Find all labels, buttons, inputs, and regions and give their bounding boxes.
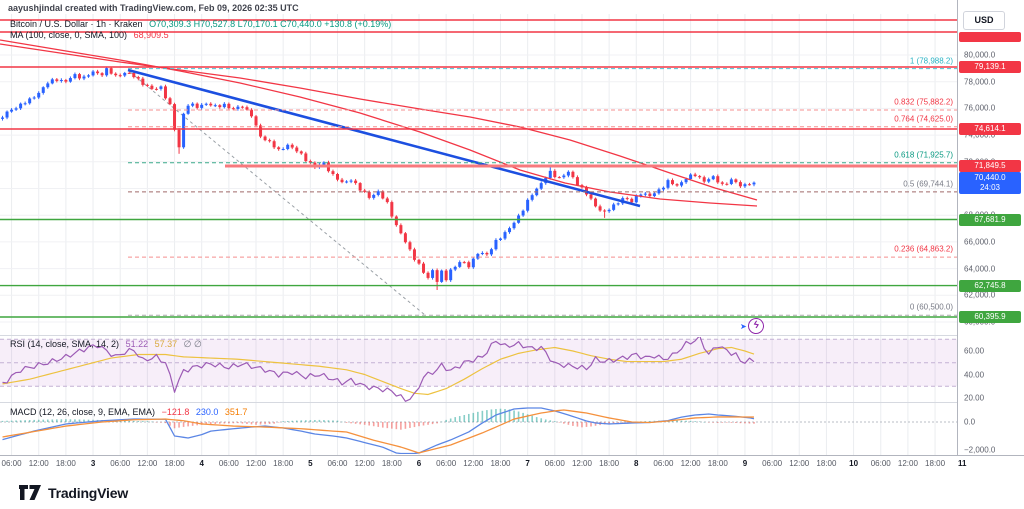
macd-signal-value: 351.7 (224, 407, 248, 417)
time-label: 06:00 (110, 459, 131, 468)
price-tag: 71,849.5 (959, 160, 1021, 172)
axis-label: 78,000.0 (964, 77, 996, 87)
time-label: 12:00 (463, 459, 484, 468)
time-label: 06:00 (218, 459, 239, 468)
macd-line-value: 230.0 (195, 407, 219, 417)
axis-label: 80,000.0 (964, 50, 996, 60)
price-tag: 70,440.0 24:03 (959, 172, 1021, 194)
macd-legend[interactable]: MACD (12, 26, close, 9, EMA, EMA) −121.8… (10, 407, 247, 417)
ma-title: MA (100, close, 0, SMA, 100) (10, 30, 128, 40)
time-label-day: 6 (416, 459, 422, 468)
fib-level-label: 0.236 (64,863.2) (894, 244, 953, 254)
fib-level-label: 0 (60,500.0) (909, 302, 953, 312)
time-label: 18:00 (816, 459, 837, 468)
fib-level-label: 1 (78,988.2) (909, 56, 953, 66)
fib-level-label: 0.764 (74,625.0) (894, 114, 953, 124)
price-axis[interactable]: USD 80,000.078,000.076,000.074,000.072,0… (957, 0, 1024, 470)
time-label-day: 8 (634, 459, 639, 468)
tradingview-logo-icon (19, 485, 41, 500)
currency-button[interactable]: USD (963, 11, 1005, 30)
axis-label: 74,000.0 (964, 130, 996, 140)
time-label: 12:00 (137, 459, 158, 468)
time-label: 12:00 (246, 459, 267, 468)
time-label: 12:00 (897, 459, 918, 468)
price-tag: 60,395.9 (959, 311, 1021, 323)
time-label: 18:00 (599, 459, 620, 468)
time-label-day: 7 (525, 459, 530, 468)
time-label: 18:00 (381, 459, 402, 468)
price-tag: 79,139.1 (959, 61, 1021, 73)
axis-label: 64,000.0 (964, 264, 996, 274)
price-tag (959, 32, 1021, 42)
axis-label: 20.00 (964, 393, 985, 403)
macd-hist-value: −121.8 (161, 407, 190, 417)
axis-label: 66,000.0 (964, 237, 996, 247)
time-label: 12:00 (789, 459, 810, 468)
time-label-day: 11 (957, 459, 967, 468)
price-tag: 74,614.1 (959, 123, 1021, 135)
time-label-day: 10 (849, 459, 859, 468)
rsi-ma-value: 57.37 (154, 339, 178, 349)
fib-level-label: 0.5 (69,744.1) (903, 179, 953, 189)
fib-level-label: 0.618 (71,925.7) (894, 150, 953, 160)
brand-name: TradingView (48, 484, 129, 501)
time-label: 18:00 (925, 459, 946, 468)
time-label: 12:00 (571, 459, 592, 468)
time-axis[interactable]: 06:00 12:00 18:00 3 06:00 12:00 18:00 4 06:00 12:… (0, 455, 1024, 471)
ma-value: 68,909.5 (133, 30, 169, 40)
time-label: 06:00 (870, 459, 891, 468)
time-label-day: 4 (199, 459, 204, 468)
time-label: 18:00 (164, 459, 185, 468)
ma-legend[interactable]: MA (100, close, 0, SMA, 100) 68,909.5 (10, 30, 169, 40)
credit-line: aayushjindal created with TradingView.co… (8, 3, 299, 13)
time-label: 12:00 (680, 459, 701, 468)
rsi-extra: ∅ ∅ (183, 339, 202, 349)
time-label-day: 5 (308, 459, 313, 468)
time-label: 18:00 (490, 459, 511, 468)
cursor-arrow-icon: ➤ (740, 321, 747, 331)
time-label: 06:00 (544, 459, 565, 468)
chart-canvas[interactable] (0, 0, 1024, 470)
macd-title: MACD (12, 26, close, 9, EMA, EMA) (10, 407, 156, 417)
footer: TradingView (0, 470, 1024, 509)
time-label: 06:00 (653, 459, 674, 468)
time-label: 12:00 (28, 459, 49, 468)
symbol-legend[interactable]: Bitcoin / U.S. Dollar · 1h · Kraken O70,… (10, 19, 391, 29)
fib-level-label: 0.832 (75,882.2) (894, 97, 953, 107)
time-label: 06:00 (762, 459, 783, 468)
axis-label: −2,000.0 (964, 445, 996, 455)
axis-label: 62,000.0 (964, 290, 996, 300)
tradingview-brand[interactable]: TradingView (18, 484, 128, 501)
time-label: 18:00 (707, 459, 728, 468)
symbol-title: Bitcoin / U.S. Dollar · 1h · Kraken (10, 19, 143, 29)
axis-label: 60.00 (964, 346, 985, 356)
flash-marker[interactable]: ➤ ϟ (740, 316, 766, 336)
rsi-value: 51.22 (125, 339, 149, 349)
time-label: 18:00 (55, 459, 76, 468)
lightning-icon: ϟ (746, 316, 766, 336)
price-tag: 67,681.9 (959, 213, 1021, 226)
time-label: 06:00 (1, 459, 22, 468)
time-label: 06:00 (436, 459, 457, 468)
time-label: 12:00 (354, 459, 375, 468)
time-label: 18:00 (273, 459, 294, 468)
time-label-day: 3 (90, 459, 96, 468)
axis-label: 40.00 (964, 370, 985, 379)
time-label-day: 9 (742, 459, 748, 468)
rsi-title: RSI (14, close, SMA, 14, 2) (10, 339, 120, 349)
axis-label: 76,000.0 (964, 103, 996, 113)
rsi-legend[interactable]: RSI (14, close, SMA, 14, 2) 51.22 57.37 … (10, 339, 202, 350)
time-label: 06:00 (327, 459, 348, 468)
axis-label: 0.0 (964, 417, 976, 427)
price-tag: 62,745.8 (959, 279, 1021, 292)
ohlc-values: O70,309.3 H70,527.8 L70,170.1 C70,440.0 … (149, 19, 392, 29)
